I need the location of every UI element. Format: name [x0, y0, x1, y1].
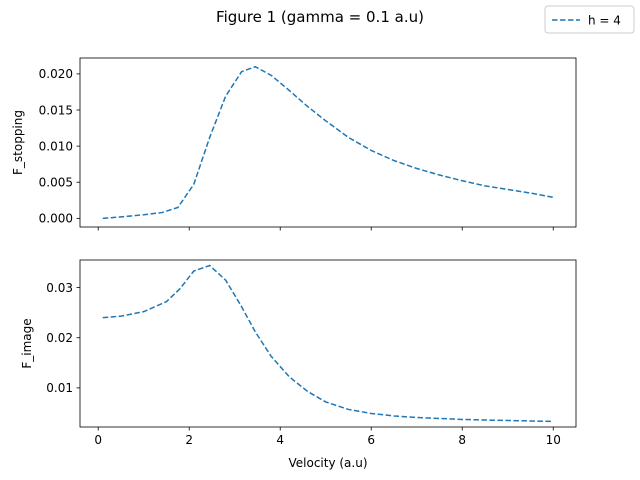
- y-tick-label: 0.020: [39, 67, 73, 81]
- y-tick-label: 0.010: [39, 139, 73, 153]
- axes-frame: [79, 57, 577, 228]
- x-tick-label: 6: [367, 433, 375, 447]
- y-tick-label: 0.02: [46, 331, 73, 345]
- series-line-stopping: [102, 65, 554, 220]
- legend-label: h = 4: [588, 14, 621, 28]
- legend-frame: [544, 5, 635, 34]
- y-axis-label: F_image: [20, 318, 34, 368]
- x-axis-label: Velocity (a.u): [288, 456, 367, 470]
- axes-frame: [79, 259, 577, 428]
- bottom-subplot: 0 2 4 6 8 10 0.01 0.02 0.03 F_image Velocity (a.u): [20, 259, 577, 470]
- x-tick-label: 10: [546, 433, 561, 447]
- y-tick-label: 0.01: [46, 381, 73, 395]
- y-tick-label: 0.005: [39, 176, 73, 190]
- y-tick-label: 0.000: [39, 212, 73, 226]
- y-tick-label: 0.015: [39, 103, 73, 117]
- x-tick-label: 2: [185, 433, 193, 447]
- x-tick-label: 4: [276, 433, 284, 447]
- figure-title: Figure 1 (gamma = 0.1 a.u): [216, 8, 424, 26]
- x-tick-label: 0: [94, 433, 102, 447]
- top-subplot: 0.000 0.005 0.010 0.015 0.020 F_stopping: [11, 57, 577, 231]
- y-axis-label: F_stopping: [11, 110, 25, 175]
- series-line-image: [102, 264, 554, 423]
- x-tick-label: 8: [458, 433, 466, 447]
- y-tick-label: 0.03: [46, 281, 73, 295]
- legend: h = 4: [544, 5, 635, 34]
